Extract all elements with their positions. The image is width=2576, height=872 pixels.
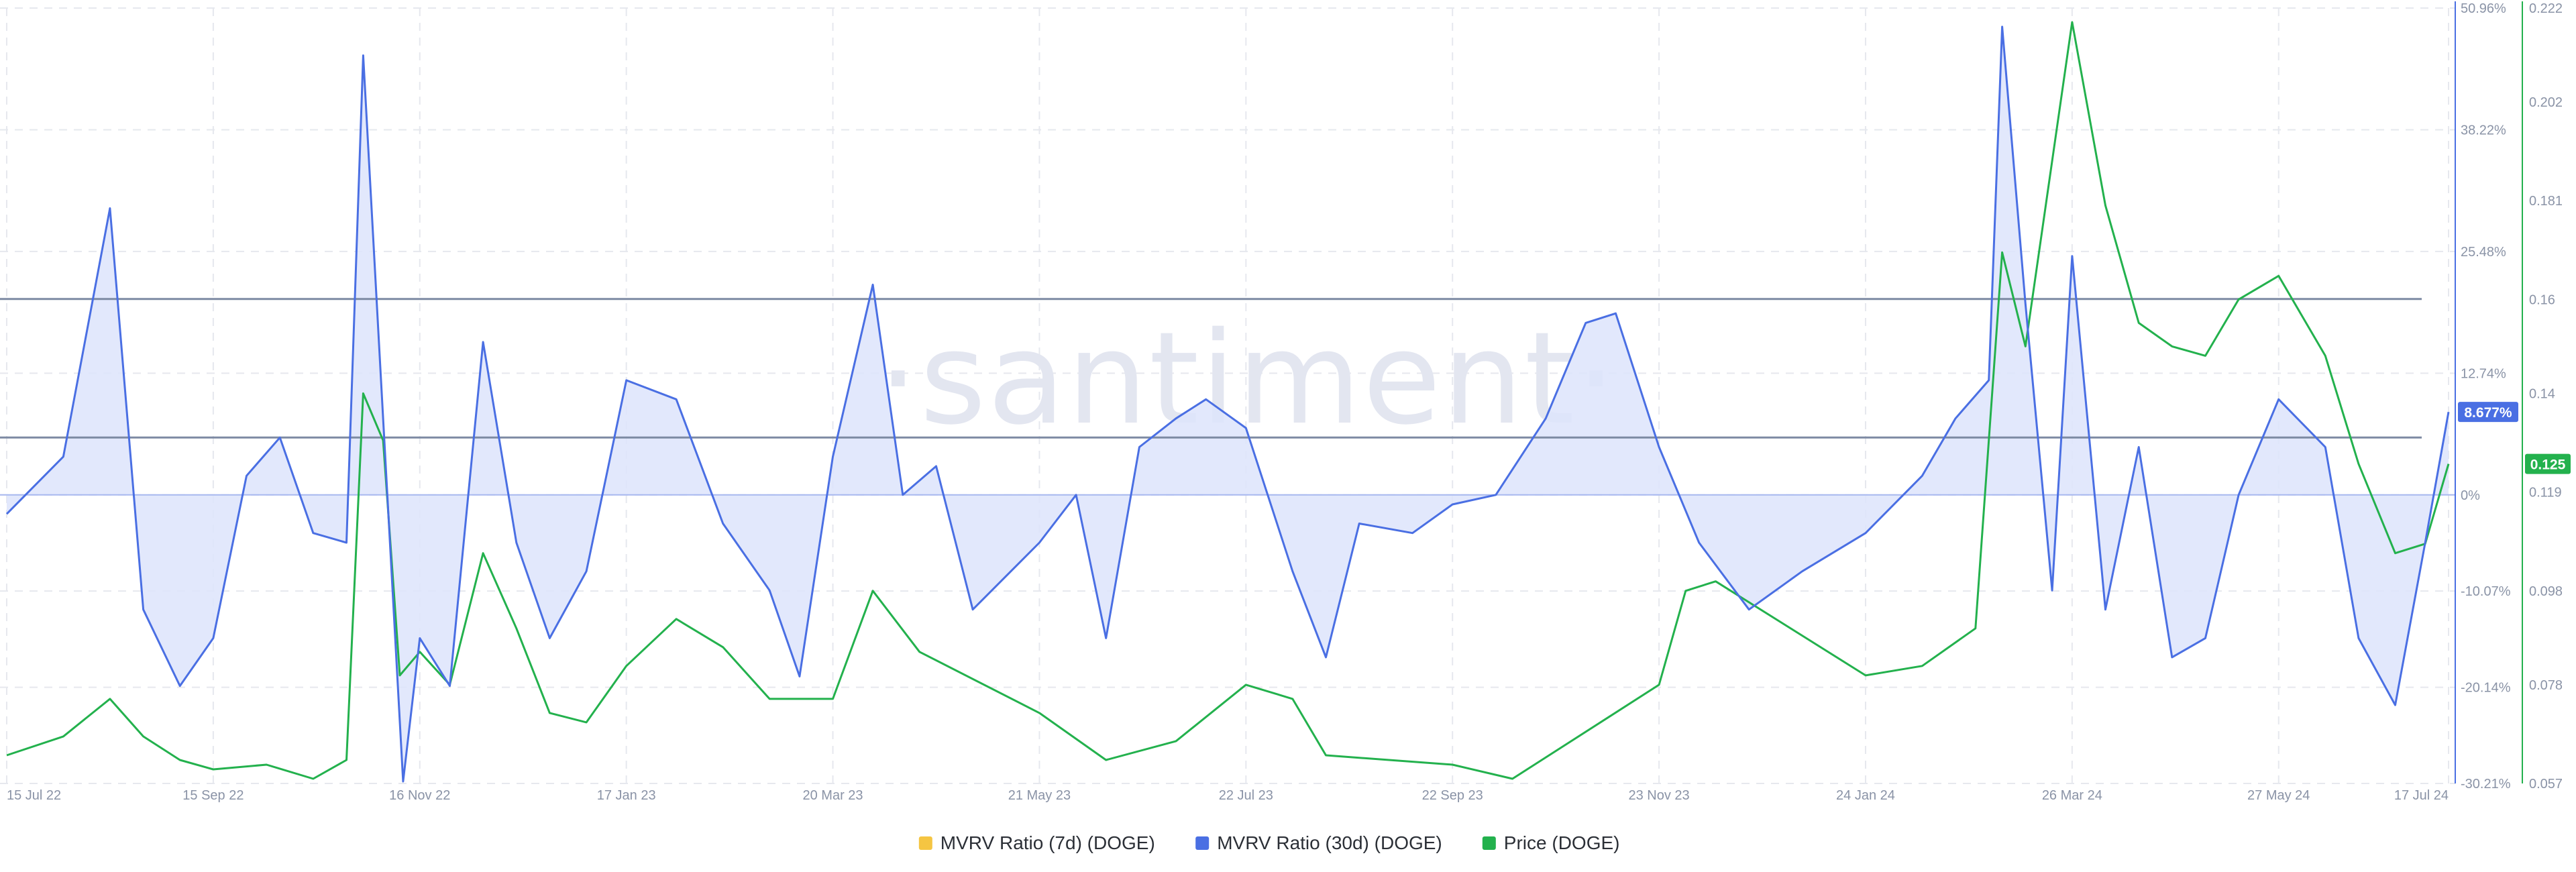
legend-label: MVRV Ratio (7d) (DOGE) [941,832,1155,853]
x-tick-label: 17 Jul 24 [2394,788,2449,803]
y-left-tick-label: 12.74% [2461,366,2506,381]
legend-label: MVRV Ratio (30d) (DOGE) [1217,832,1442,853]
x-tick-label: 21 May 23 [1008,788,1071,803]
y-right-tick-label: 0.202 [2529,95,2563,110]
legend-swatch [1195,836,1210,850]
mvrv-current-badge: 8.677% [2458,402,2518,423]
x-tick-label: 24 Jan 24 [1836,788,1895,803]
y-right-tick-label: 0.14 [2529,386,2555,401]
x-tick-label: 27 May 24 [2247,788,2310,803]
mvrv-fill-area [0,26,2455,781]
y-left-tick-label: 38.22% [2461,123,2506,138]
x-tick-label: 23 Nov 23 [1628,788,1689,803]
x-tick-label: 15 Sep 22 [182,788,244,803]
legend-item[interactable]: Price (DOGE) [1482,832,1620,853]
legend-swatch [918,836,932,850]
grid [0,7,2455,784]
legend[interactable]: MVRV Ratio (7d) (DOGE) MVRV Ratio (30d) (… [918,832,1620,853]
y-right-tick-label: 0.222 [2529,1,2563,16]
y-right-tick-label: 0.16 [2529,292,2555,307]
y-right-tick-label: 0.119 [2529,486,2562,500]
x-tick-label: 22 Jul 23 [1219,788,1273,803]
axes: 50.96% 38.22% 25.48% 12.74% 0% -10.07% -20.14%… [7,1,2563,803]
mvrv-30d-line [5,25,2450,783]
x-tick-label: 16 Nov 22 [389,788,450,803]
reference-lines [0,298,2422,439]
x-tick-label: 20 Mar 23 [803,788,863,803]
value-badges: 8.677% 0.125 [2458,402,2571,474]
series-lines [5,21,2450,783]
y-left-tick-label: 0% [2461,488,2480,503]
svg-text:8.677%: 8.677% [2464,405,2512,421]
price-line [6,21,2450,780]
legend-item[interactable]: MVRV Ratio (30d) (DOGE) [1195,832,1442,853]
y-right-tick-label: 0.057 [2529,777,2563,792]
x-tick-label: 15 Jul 22 [7,788,61,803]
legend-label: Price (DOGE) [1504,832,1620,853]
y-right-tick-label: 0.078 [2529,678,2563,693]
legend-swatch [1482,836,1496,850]
x-tick-label: 22 Sep 23 [1422,788,1483,803]
y-left-tick-label: 25.48% [2461,245,2506,260]
y-left-tick-label: -30.21% [2461,777,2511,792]
y-left-tick-label: 50.96% [2461,1,2506,16]
y-left-tick-label: -10.07% [2461,584,2511,599]
y-left-tick-label: -20.14% [2461,681,2511,696]
x-tick-label: 26 Mar 24 [2042,788,2102,803]
y-right-tick-label: 0.098 [2529,584,2563,599]
price-current-badge: 0.125 [2525,453,2571,474]
legend-item[interactable]: MVRV Ratio (7d) (DOGE) [918,832,1155,853]
y-right-tick-label: 0.181 [2529,194,2563,209]
svg-text:0.125: 0.125 [2530,457,2566,473]
santiment-watermark: ·santiment· [878,305,1618,453]
x-tick-label: 17 Jan 23 [597,788,656,803]
